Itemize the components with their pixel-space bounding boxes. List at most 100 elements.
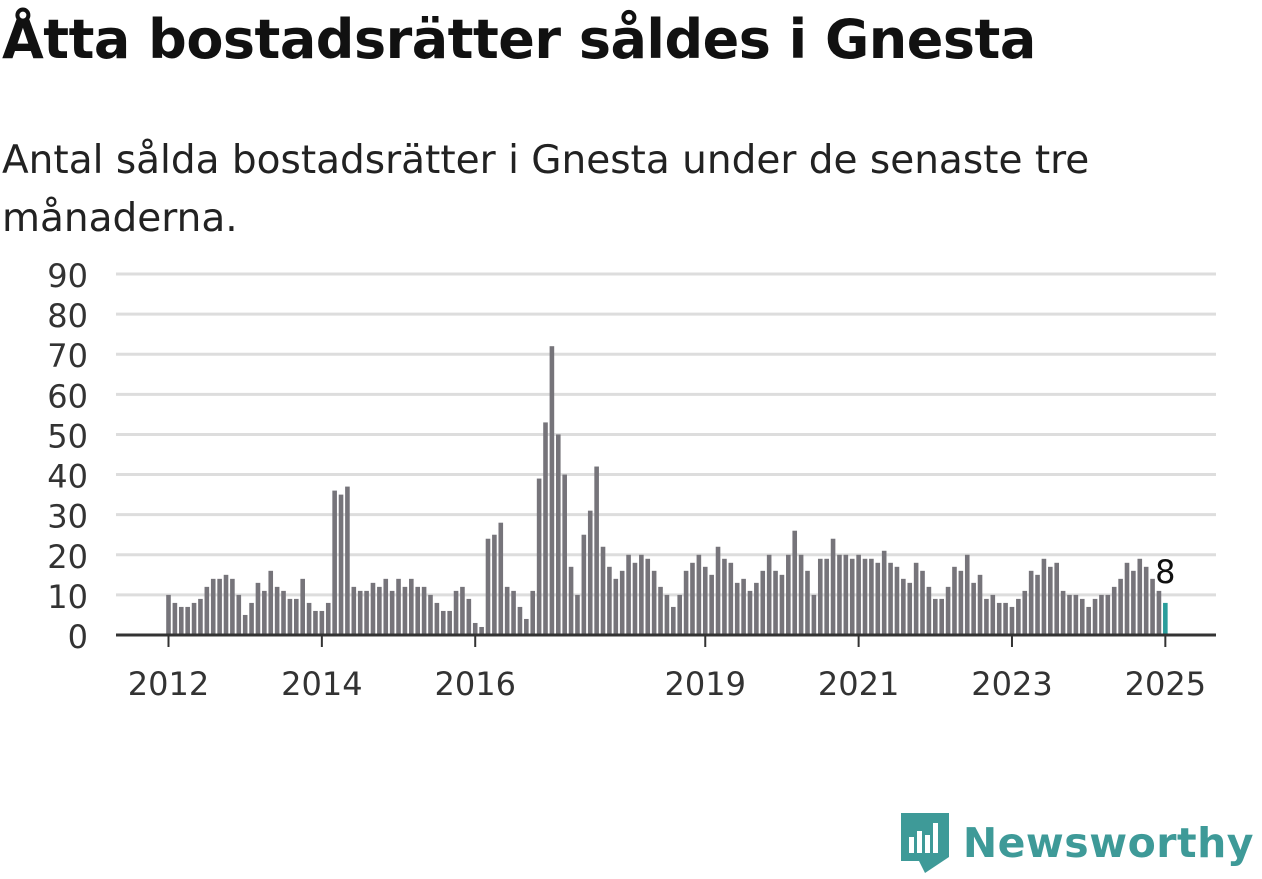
bar — [990, 594, 996, 635]
bar — [1041, 558, 1047, 635]
bar — [920, 570, 925, 635]
bar — [383, 578, 389, 635]
bar — [600, 546, 606, 635]
bar — [760, 570, 766, 635]
bar — [1086, 606, 1091, 635]
bar — [325, 602, 331, 635]
bar — [651, 570, 657, 635]
bar — [1067, 594, 1072, 635]
bar — [543, 422, 548, 635]
bar — [690, 562, 695, 635]
bar — [619, 570, 625, 635]
bar — [894, 566, 900, 635]
bar — [639, 554, 644, 635]
bar — [1150, 578, 1155, 635]
bar — [223, 574, 229, 635]
bar — [562, 474, 567, 635]
bar — [504, 586, 510, 635]
bar — [607, 566, 612, 635]
bar — [581, 534, 587, 635]
gridlines — [116, 272, 1216, 597]
bar — [313, 610, 318, 635]
bar — [249, 602, 254, 635]
y-tick-label: 90 — [47, 257, 88, 295]
bar — [734, 582, 740, 635]
bar — [210, 578, 216, 635]
bar — [964, 554, 970, 635]
bar — [1118, 578, 1123, 635]
bar — [447, 610, 452, 635]
bar — [1060, 590, 1066, 635]
bar — [984, 598, 989, 635]
bar — [901, 578, 906, 635]
x-tick-label: 2016 — [435, 665, 516, 703]
bar — [575, 594, 580, 635]
bar — [856, 554, 861, 635]
bar — [741, 578, 746, 635]
bar — [517, 606, 523, 635]
bar — [568, 566, 574, 635]
bar — [837, 554, 842, 635]
bar — [907, 582, 913, 635]
bar — [1016, 598, 1021, 635]
y-tick-label: 70 — [47, 337, 88, 375]
bar — [1048, 566, 1053, 635]
bar — [434, 602, 440, 635]
bar — [255, 582, 261, 635]
bar — [587, 510, 593, 635]
bar — [971, 582, 976, 635]
bar — [230, 578, 235, 635]
bar — [754, 582, 759, 635]
y-tick-label: 30 — [47, 498, 88, 536]
bar — [555, 434, 561, 635]
bar — [294, 598, 299, 635]
bar — [996, 602, 1002, 635]
bars — [166, 346, 1168, 635]
bar — [945, 586, 951, 635]
bar — [913, 562, 919, 635]
bar — [281, 590, 286, 635]
bar — [658, 586, 663, 635]
x-tick-label: 2023 — [971, 665, 1052, 703]
bar — [351, 586, 357, 635]
bar — [824, 558, 829, 635]
bar — [453, 590, 459, 635]
bar — [1143, 566, 1149, 635]
bar — [933, 598, 938, 635]
bar — [747, 590, 753, 635]
x-tick-label: 2025 — [1125, 665, 1206, 703]
bar — [402, 586, 408, 635]
bar — [1073, 594, 1079, 635]
x-tick-label: 2014 — [281, 665, 362, 703]
bar — [198, 598, 203, 635]
bar — [722, 558, 727, 635]
bar — [389, 590, 395, 635]
bar — [319, 610, 325, 635]
y-tick-label: 60 — [47, 377, 88, 415]
bar — [274, 586, 280, 635]
bar — [766, 554, 772, 635]
bar — [460, 586, 465, 635]
bar — [664, 594, 670, 635]
bar — [492, 534, 497, 635]
bar — [485, 538, 491, 635]
bar — [1022, 590, 1028, 635]
bar — [977, 574, 983, 635]
bar — [613, 578, 619, 635]
bar — [645, 558, 651, 635]
bar — [817, 558, 823, 635]
brand-logo: Newsworthy — [900, 813, 1254, 873]
bar — [472, 622, 478, 635]
bar — [536, 478, 542, 635]
y-tick-label: 80 — [47, 297, 88, 335]
bar — [1099, 594, 1104, 635]
bar — [626, 554, 631, 635]
bar — [1105, 594, 1111, 635]
y-tick-label: 20 — [47, 538, 88, 576]
bar — [1009, 606, 1015, 635]
bar — [773, 570, 778, 635]
x-tick-label: 2019 — [665, 665, 746, 703]
bar — [262, 590, 267, 635]
bar — [524, 618, 529, 635]
bar — [939, 598, 944, 635]
